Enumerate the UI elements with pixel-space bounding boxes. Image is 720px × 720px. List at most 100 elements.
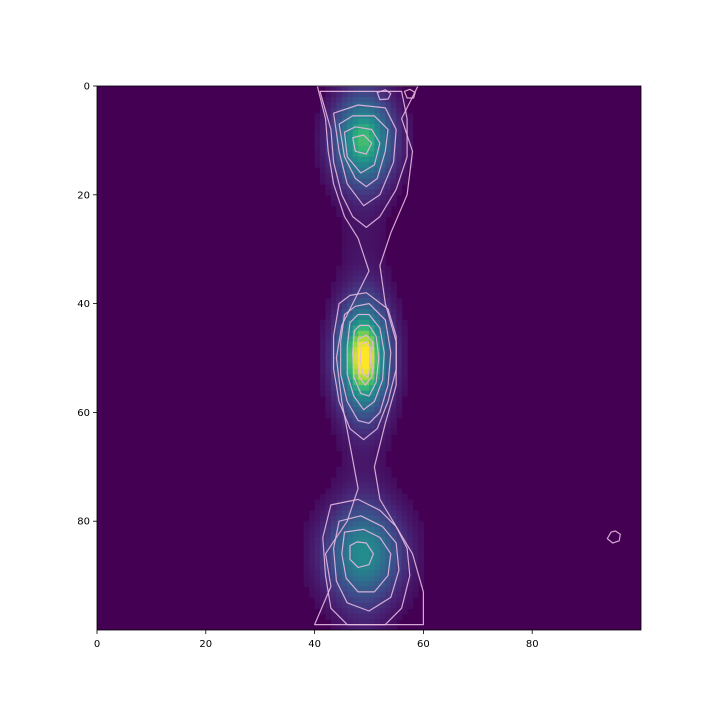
heatmap-cell bbox=[330, 134, 337, 141]
heatmap-cell bbox=[325, 134, 332, 141]
heatmap-cell bbox=[363, 265, 370, 272]
heatmap-cell bbox=[374, 548, 381, 555]
heatmap-cell bbox=[401, 325, 408, 332]
heatmap-cell bbox=[374, 423, 381, 430]
heatmap-cell bbox=[363, 173, 370, 180]
heatmap-cell bbox=[341, 439, 348, 446]
heatmap-cell bbox=[303, 564, 310, 571]
heatmap-cell bbox=[374, 488, 381, 495]
heatmap-cell bbox=[330, 325, 337, 332]
heatmap-cell bbox=[379, 526, 386, 533]
heatmap-cell bbox=[309, 586, 316, 593]
heatmap-cell bbox=[314, 537, 321, 544]
heatmap-cell bbox=[347, 439, 354, 446]
heatmap-cell bbox=[401, 510, 408, 517]
heatmap-cell bbox=[374, 532, 381, 539]
heatmap-cell bbox=[347, 466, 354, 473]
heatmap-cell bbox=[341, 548, 348, 555]
heatmap-cell bbox=[347, 232, 354, 239]
heatmap-cell bbox=[379, 113, 386, 120]
heatmap-cell bbox=[407, 156, 414, 163]
heatmap-cell bbox=[385, 504, 392, 511]
heatmap-cell bbox=[363, 619, 370, 626]
heatmap-cell bbox=[390, 129, 397, 136]
heatmap-cell bbox=[352, 287, 359, 294]
heatmap-cell bbox=[390, 287, 397, 294]
heatmap-cell bbox=[363, 494, 370, 501]
heatmap-cell bbox=[314, 113, 321, 120]
heatmap-cell bbox=[341, 537, 348, 544]
heatmap-cell bbox=[396, 167, 403, 174]
heatmap-cell bbox=[358, 205, 365, 212]
heatmap-cell bbox=[320, 347, 327, 354]
heatmap-cell bbox=[336, 504, 343, 511]
heatmap-cell bbox=[412, 575, 419, 582]
heatmap-cell bbox=[330, 412, 337, 419]
heatmap-cell bbox=[369, 232, 376, 239]
contour-line bbox=[340, 303, 392, 424]
heatmap-cell bbox=[401, 390, 408, 397]
heatmap-cell bbox=[385, 597, 392, 604]
heatmap-cell bbox=[390, 298, 397, 305]
heatmap-cell bbox=[374, 238, 381, 245]
contour-line bbox=[319, 90, 408, 228]
heatmap-cell bbox=[352, 591, 359, 598]
heatmap-cell bbox=[341, 254, 348, 261]
heatmap-cell bbox=[374, 227, 381, 234]
heatmap-cell bbox=[379, 238, 386, 245]
heatmap-cell bbox=[330, 140, 337, 147]
heatmap-cell bbox=[309, 526, 316, 533]
heatmap-cell bbox=[330, 406, 337, 413]
heatmap-cell bbox=[390, 542, 397, 549]
heatmap-cell bbox=[352, 597, 359, 604]
heatmap-cell bbox=[363, 292, 370, 299]
heatmap-cell bbox=[352, 570, 359, 577]
heatmap-cell bbox=[336, 145, 343, 152]
heatmap-cell bbox=[341, 483, 348, 490]
heatmap-cell bbox=[396, 303, 403, 310]
heatmap-cell bbox=[347, 586, 354, 593]
heatmap-cell bbox=[379, 401, 386, 408]
heatmap-cell bbox=[369, 619, 376, 626]
heatmap-cell bbox=[358, 401, 365, 408]
heatmap-cell bbox=[341, 140, 348, 147]
heatmap-cell bbox=[374, 145, 381, 152]
heatmap-cell bbox=[336, 314, 343, 321]
heatmap-cell bbox=[358, 564, 365, 571]
heatmap-cell bbox=[379, 124, 386, 131]
heatmap-cell bbox=[314, 510, 321, 517]
heatmap-cell bbox=[341, 145, 348, 152]
heatmap-cell bbox=[385, 537, 392, 544]
heatmap-cell bbox=[325, 129, 332, 136]
heatmap-cell bbox=[369, 559, 376, 566]
heatmap-cell bbox=[369, 390, 376, 397]
heatmap-cell bbox=[363, 581, 370, 588]
heatmap-cell bbox=[330, 401, 337, 408]
heatmap-cell bbox=[320, 102, 327, 109]
heatmap-cell bbox=[347, 124, 354, 131]
heatmap-cell bbox=[352, 553, 359, 560]
heatmap-cell bbox=[396, 96, 403, 103]
heatmap-cell bbox=[352, 254, 359, 261]
heatmap-cell bbox=[369, 107, 376, 114]
heatmap-cell bbox=[320, 608, 327, 615]
contour-line bbox=[606, 530, 621, 544]
heatmap-cell bbox=[320, 134, 327, 141]
heatmap-cell bbox=[358, 254, 365, 261]
heatmap-cell bbox=[358, 107, 365, 114]
heatmap-cell bbox=[379, 276, 386, 283]
heatmap-cell bbox=[363, 374, 370, 381]
heatmap-cell bbox=[347, 205, 354, 212]
heatmap-cell bbox=[347, 200, 354, 207]
heatmap-cell bbox=[320, 494, 327, 501]
heatmap-cell bbox=[363, 504, 370, 511]
heatmap-cell bbox=[369, 515, 376, 522]
heatmap-cell bbox=[379, 417, 386, 424]
heatmap-cell bbox=[379, 488, 386, 495]
heatmap-cell bbox=[385, 488, 392, 495]
heatmap-cell bbox=[396, 597, 403, 604]
heatmap-cell bbox=[369, 597, 376, 604]
heatmap-cell bbox=[352, 575, 359, 582]
heatmap-cell bbox=[330, 488, 337, 495]
heatmap-cell bbox=[390, 281, 397, 288]
